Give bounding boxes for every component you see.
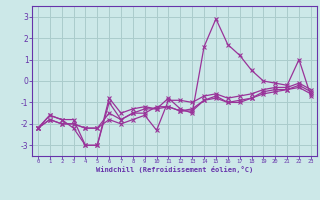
X-axis label: Windchill (Refroidissement éolien,°C): Windchill (Refroidissement éolien,°C) bbox=[96, 166, 253, 173]
